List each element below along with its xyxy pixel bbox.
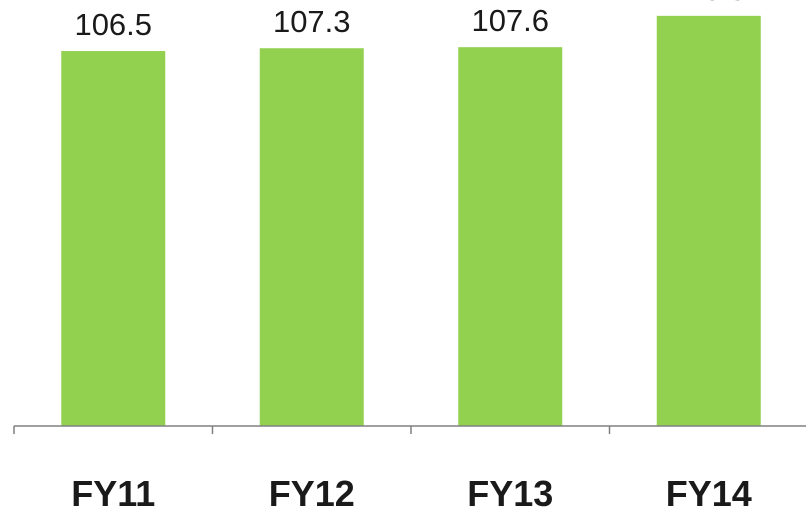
bar-fy13 — [458, 47, 563, 427]
category-labels-group: FY11 FY12 FY13 FY14 — [71, 473, 752, 507]
data-label-fy12: 107.3 — [273, 4, 351, 39]
bar-fy14 — [656, 15, 761, 426]
data-label-fy13: 107.6 — [471, 3, 549, 38]
value-labels-group: 106.5 107.3 107.6 116.5 — [74, 0, 746, 42]
category-label-fy13: FY13 — [467, 473, 553, 507]
category-label-fy11: FY11 — [71, 473, 155, 507]
data-label-fy11: 106.5 — [74, 7, 152, 42]
bars-group — [61, 15, 761, 427]
category-label-fy12: FY12 — [269, 473, 355, 507]
bar-fy11 — [61, 51, 166, 426]
x-axis — [13, 425, 806, 434]
category-label-fy14: FY14 — [666, 473, 752, 507]
data-label-fy14: 116.5 — [671, 0, 746, 7]
bar-fy12 — [259, 48, 364, 426]
